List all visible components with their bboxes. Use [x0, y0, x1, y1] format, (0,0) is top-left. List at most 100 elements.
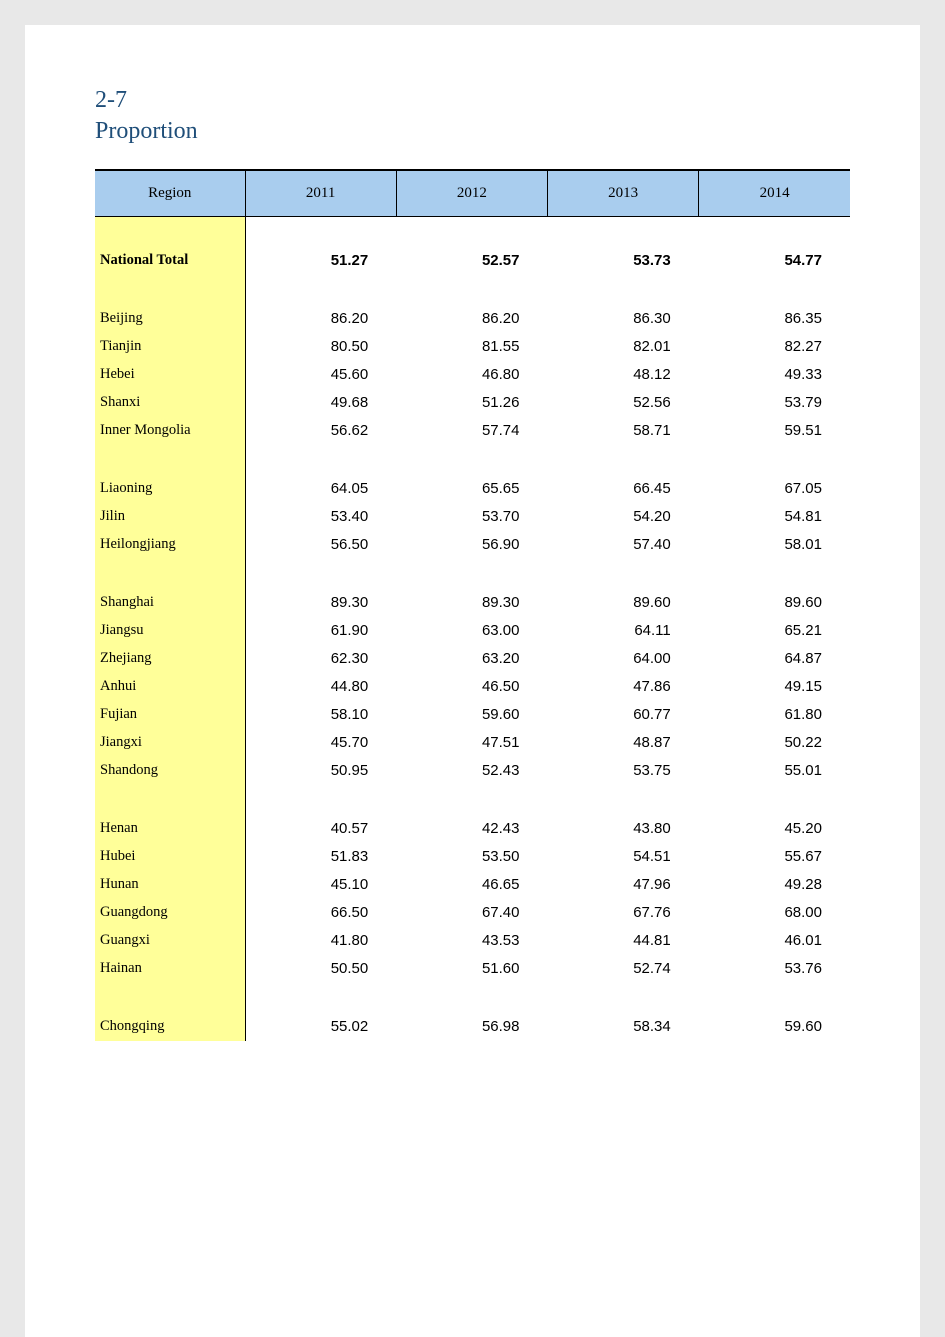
- value-cell: 46.50: [396, 673, 547, 701]
- value-cell: [548, 983, 699, 1013]
- table-row: Jiangsu61.9063.0064.1165.21: [95, 617, 850, 645]
- value-cell: 44.81: [548, 927, 699, 955]
- value-cell: 43.53: [396, 927, 547, 955]
- table-row: Jiangxi45.7047.5148.8750.22: [95, 729, 850, 757]
- value-cell: 47.51: [396, 729, 547, 757]
- region-cell: Tianjin: [95, 333, 245, 361]
- value-cell: 64.05: [245, 475, 396, 503]
- value-cell: 54.20: [548, 503, 699, 531]
- value-cell: 56.62: [245, 417, 396, 445]
- region-cell: Hebei: [95, 361, 245, 389]
- value-cell: 41.80: [245, 927, 396, 955]
- value-cell: [699, 983, 850, 1013]
- year-header-cell: 2012: [396, 170, 547, 217]
- value-cell: 89.60: [699, 589, 850, 617]
- value-cell: 44.80: [245, 673, 396, 701]
- year-header-cell: 2011: [245, 170, 396, 217]
- value-cell: 67.40: [396, 899, 547, 927]
- region-cell: Anhui: [95, 673, 245, 701]
- value-cell: 89.30: [245, 589, 396, 617]
- value-cell: 46.80: [396, 361, 547, 389]
- region-cell: Shandong: [95, 757, 245, 785]
- document-page: 2-7 Proportion Region 2011 2012 2013 201…: [25, 25, 920, 1337]
- value-cell: 53.40: [245, 503, 396, 531]
- value-cell: 51.27: [245, 247, 396, 275]
- region-cell: [95, 445, 245, 475]
- value-cell: [699, 445, 850, 475]
- table-row: Guangxi41.8043.5344.8146.01: [95, 927, 850, 955]
- table-row: Hebei45.6046.8048.1249.33: [95, 361, 850, 389]
- value-cell: 58.34: [548, 1013, 699, 1041]
- region-cell: Chongqing: [95, 1013, 245, 1041]
- value-cell: [548, 217, 699, 247]
- value-cell: 57.74: [396, 417, 547, 445]
- value-cell: 52.43: [396, 757, 547, 785]
- value-cell: 64.11: [548, 617, 699, 645]
- value-cell: 86.20: [396, 305, 547, 333]
- table-row: Fujian58.1059.6060.7761.80: [95, 701, 850, 729]
- value-cell: [396, 785, 547, 815]
- value-cell: 54.81: [699, 503, 850, 531]
- region-cell: Zhejiang: [95, 645, 245, 673]
- value-cell: 58.71: [548, 417, 699, 445]
- value-cell: 47.86: [548, 673, 699, 701]
- region-cell: [95, 275, 245, 305]
- value-cell: 81.55: [396, 333, 547, 361]
- table-row: Zhejiang62.3063.2064.0064.87: [95, 645, 850, 673]
- value-cell: 55.01: [699, 757, 850, 785]
- value-cell: 42.43: [396, 815, 547, 843]
- table-row: Heilongjiang56.5056.9057.4058.01: [95, 531, 850, 559]
- table-row: Henan40.5742.4343.8045.20: [95, 815, 850, 843]
- region-cell: Beijing: [95, 305, 245, 333]
- value-cell: 53.76: [699, 955, 850, 983]
- value-cell: 64.00: [548, 645, 699, 673]
- value-cell: [396, 559, 547, 589]
- table-row: Beijing86.2086.2086.3086.35: [95, 305, 850, 333]
- value-cell: 64.87: [699, 645, 850, 673]
- value-cell: 53.73: [548, 247, 699, 275]
- value-cell: 45.20: [699, 815, 850, 843]
- value-cell: 52.74: [548, 955, 699, 983]
- value-cell: 65.21: [699, 617, 850, 645]
- title-text: Proportion: [95, 116, 850, 147]
- value-cell: 54.77: [699, 247, 850, 275]
- value-cell: 58.01: [699, 531, 850, 559]
- region-cell: [95, 785, 245, 815]
- value-cell: 56.98: [396, 1013, 547, 1041]
- value-cell: 56.50: [245, 531, 396, 559]
- value-cell: [699, 559, 850, 589]
- table-row: Shanxi49.6851.2652.5653.79: [95, 389, 850, 417]
- value-cell: 86.30: [548, 305, 699, 333]
- value-cell: 45.10: [245, 871, 396, 899]
- table-body: National Total51.2752.5753.7354.77Beijin…: [95, 217, 850, 1041]
- value-cell: [396, 275, 547, 305]
- value-cell: 66.45: [548, 475, 699, 503]
- value-cell: 61.80: [699, 701, 850, 729]
- value-cell: 55.02: [245, 1013, 396, 1041]
- value-cell: 50.50: [245, 955, 396, 983]
- spacer-row: [95, 785, 850, 815]
- value-cell: 51.26: [396, 389, 547, 417]
- value-cell: 62.30: [245, 645, 396, 673]
- table-row: Hubei51.8353.5054.5155.67: [95, 843, 850, 871]
- value-cell: 59.60: [396, 701, 547, 729]
- value-cell: 53.50: [396, 843, 547, 871]
- title-number: 2-7: [95, 85, 850, 116]
- value-cell: 48.87: [548, 729, 699, 757]
- value-cell: 53.75: [548, 757, 699, 785]
- value-cell: 48.12: [548, 361, 699, 389]
- value-cell: [699, 217, 850, 247]
- value-cell: [245, 217, 396, 247]
- value-cell: 66.50: [245, 899, 396, 927]
- value-cell: [548, 785, 699, 815]
- value-cell: [699, 275, 850, 305]
- table-row: Shandong50.9552.4353.7555.01: [95, 757, 850, 785]
- region-cell: [95, 559, 245, 589]
- spacer-row: [95, 559, 850, 589]
- region-cell: Jiangxi: [95, 729, 245, 757]
- value-cell: 65.65: [396, 475, 547, 503]
- table-row: Tianjin80.5081.5582.0182.27: [95, 333, 850, 361]
- value-cell: 49.68: [245, 389, 396, 417]
- value-cell: 61.90: [245, 617, 396, 645]
- table-row: Anhui44.8046.5047.8649.15: [95, 673, 850, 701]
